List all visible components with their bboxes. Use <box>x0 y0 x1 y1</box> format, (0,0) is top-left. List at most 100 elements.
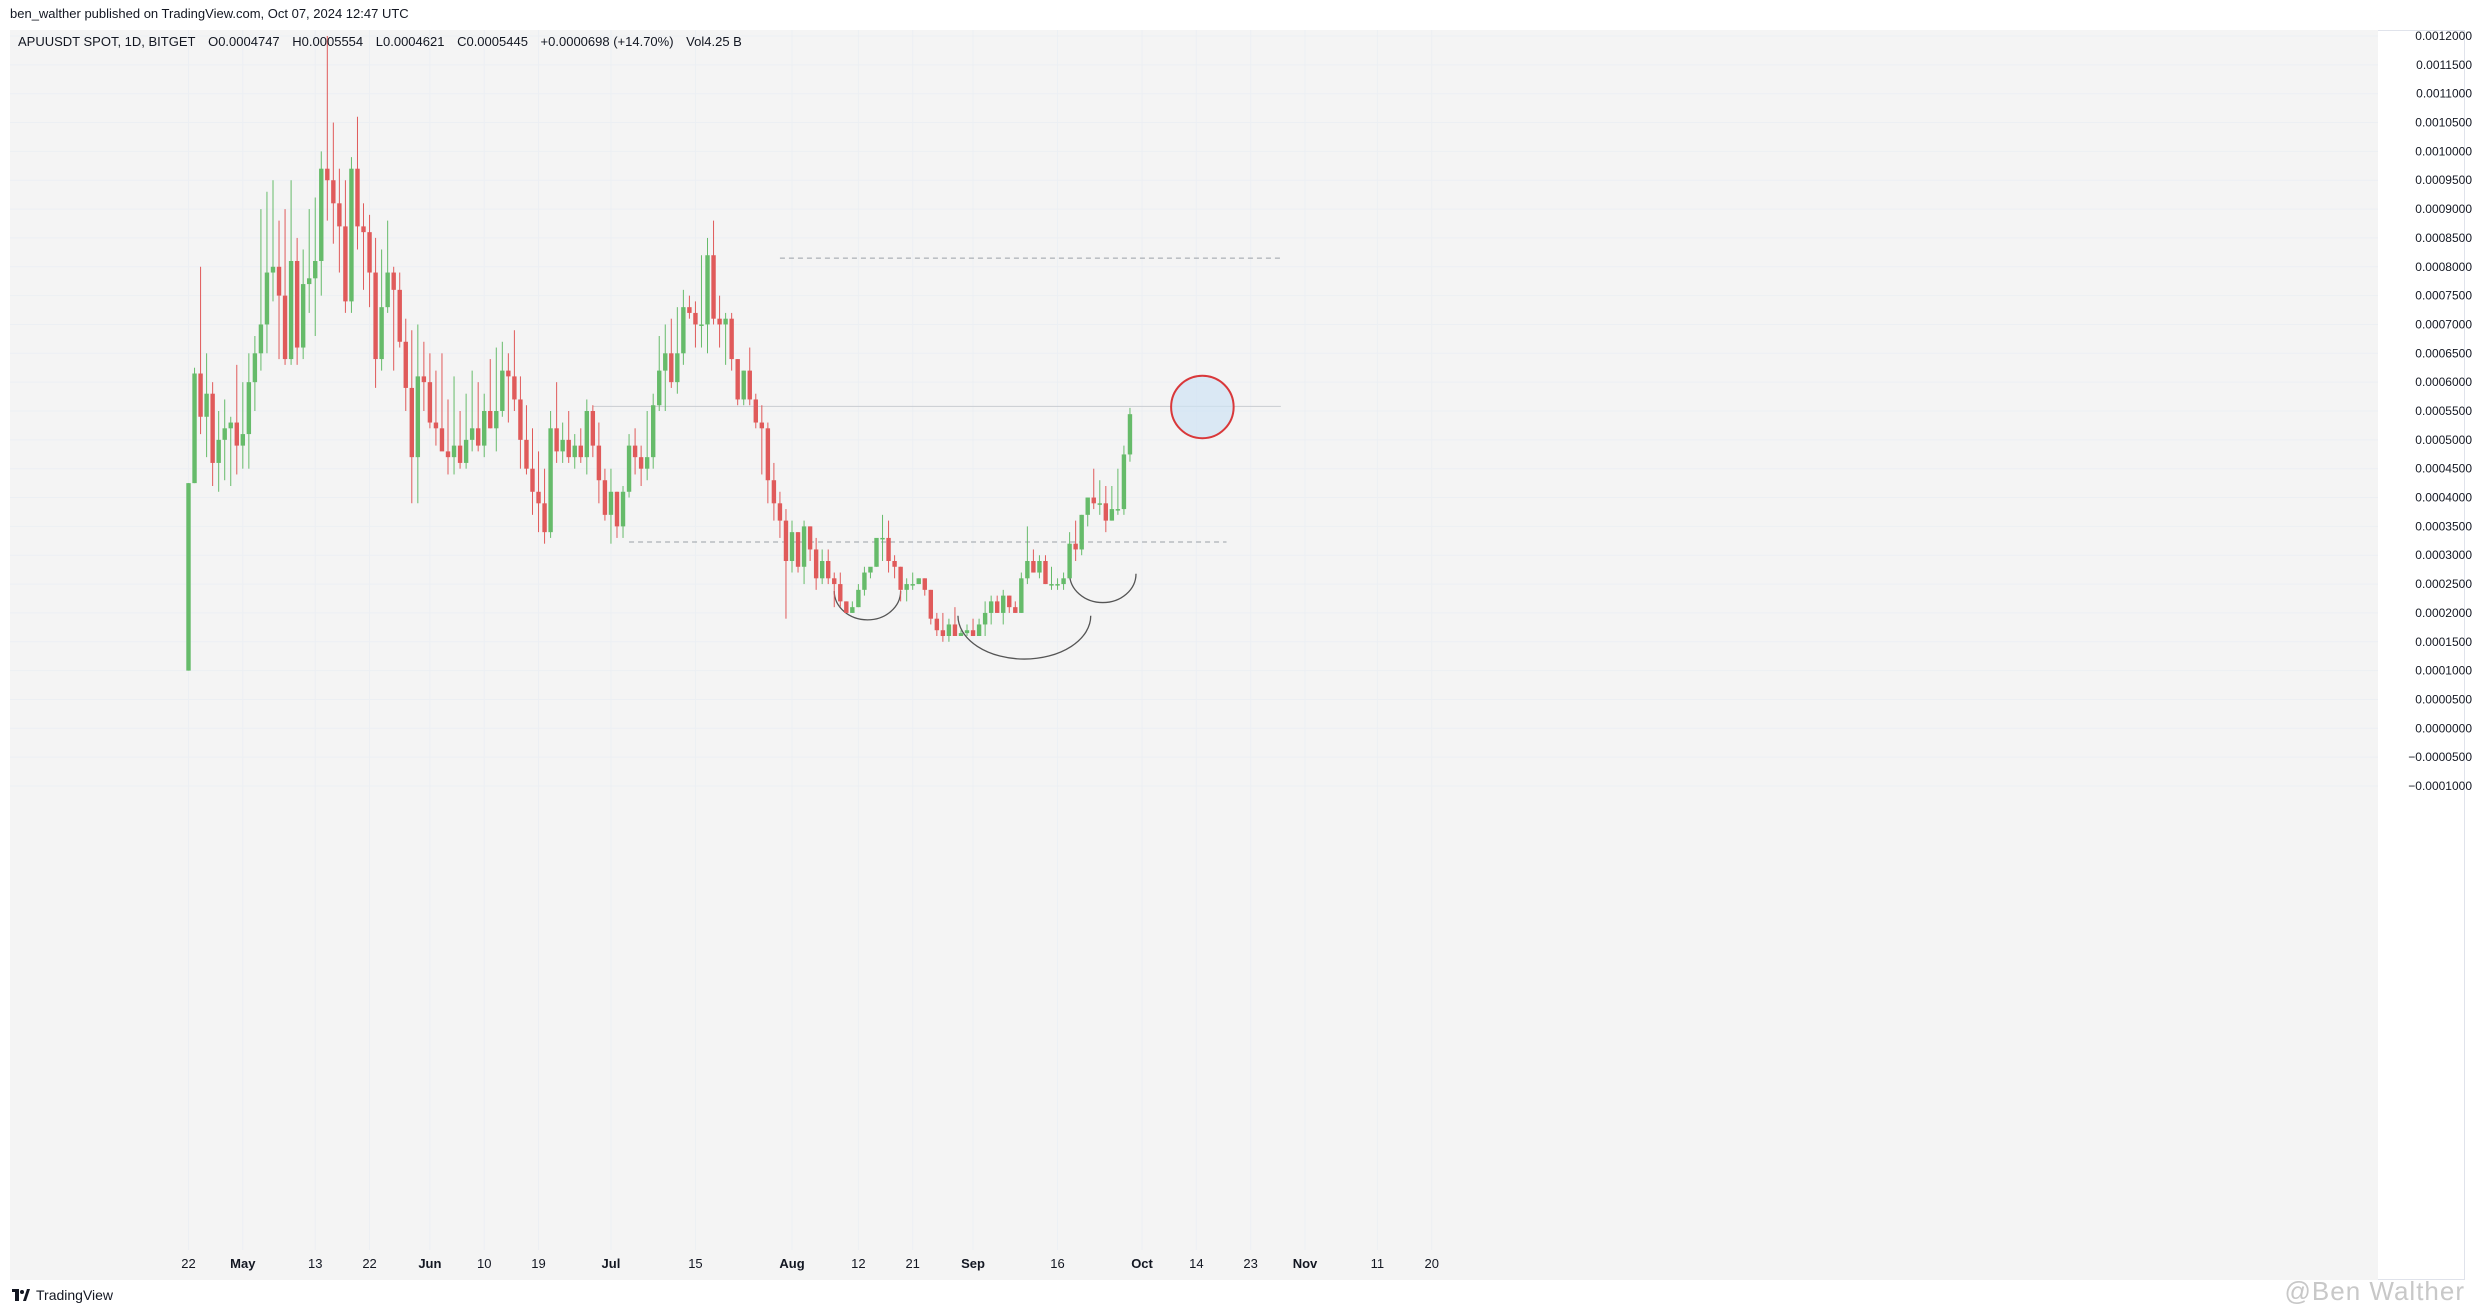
candle <box>638 445 644 486</box>
candle-body <box>705 255 710 325</box>
candle-body <box>530 468 535 492</box>
candle-body <box>1121 454 1127 510</box>
candle <box>288 180 294 365</box>
candle <box>759 405 765 475</box>
candle <box>373 237 378 388</box>
candle-body <box>958 633 964 636</box>
candle <box>319 151 324 296</box>
candle-body <box>288 261 294 360</box>
pattern-arc <box>1068 573 1137 603</box>
price-tick-label: 0.0010000 <box>2415 144 2472 158</box>
price-tick-label: 0.0012000 <box>2415 29 2472 43</box>
candle-body <box>270 266 276 273</box>
price-tick-label: 0.0000000 <box>2415 721 2472 735</box>
candle <box>463 393 469 469</box>
candle <box>904 578 909 602</box>
candle <box>1061 572 1066 590</box>
candle-body <box>777 503 783 521</box>
candle <box>614 491 620 538</box>
candle <box>403 318 408 411</box>
candle-body <box>608 491 614 515</box>
candle-body <box>258 324 264 354</box>
candle-body <box>886 537 891 561</box>
candle <box>1037 555 1042 579</box>
candle-body <box>524 439 529 469</box>
time-axis: 22 May 13 22 Jun 10 19 Jul 15 Aug 12 21 Sep 16 Oct 14 23… <box>181 1256 1439 1271</box>
candle-body <box>554 428 559 452</box>
candle-body <box>976 624 982 636</box>
candle <box>880 514 885 561</box>
candle-body <box>741 370 746 400</box>
candle <box>530 428 535 515</box>
candle <box>1073 520 1078 561</box>
tradingview-logo[interactable]: TradingView <box>12 1287 113 1303</box>
candle-body <box>844 601 849 613</box>
candle <box>693 301 698 348</box>
time-tick-label: Oct <box>1131 1256 1153 1271</box>
candle-body <box>542 503 547 533</box>
candle-body <box>1103 503 1109 521</box>
publisher-header: ben_walther published on TradingView.com… <box>10 6 409 21</box>
candle <box>856 584 861 608</box>
candle-body <box>819 561 825 579</box>
candle-body <box>747 370 752 400</box>
time-tick-label: 22 <box>181 1256 195 1271</box>
candle-body <box>192 373 197 484</box>
candle <box>789 520 795 573</box>
candle-body <box>457 445 463 463</box>
candle-body <box>451 445 457 458</box>
candle <box>729 312 734 371</box>
candle <box>475 382 481 452</box>
candle <box>494 347 499 452</box>
author-watermark: @Ben Walther <box>2285 1276 2466 1307</box>
price-tick-label: 0.0007000 <box>2415 317 2472 331</box>
candle-body <box>759 422 765 429</box>
candle-body <box>204 393 209 417</box>
candle <box>777 491 783 538</box>
candle-body <box>282 295 288 360</box>
candle <box>1001 589 1006 625</box>
price-axis: 0.0012000 0.0011500 0.0011000 0.0010500 0.00… <box>2408 29 2472 793</box>
candle <box>711 220 716 325</box>
symbol-name[interactable]: APUUSDT SPOT, 1D, BITGET <box>18 34 196 49</box>
candle <box>1013 601 1018 613</box>
candle <box>862 566 867 596</box>
candle <box>554 382 559 463</box>
candle-body <box>548 428 553 533</box>
candle <box>379 249 384 371</box>
candle <box>331 122 336 244</box>
candle <box>391 266 396 371</box>
candle-body <box>1061 578 1066 585</box>
candle <box>294 237 300 365</box>
candle <box>1007 595 1012 613</box>
candle <box>741 370 746 406</box>
candle <box>1019 572 1024 613</box>
volume-value: Vol4.25 B <box>686 34 742 49</box>
candle-body <box>379 307 384 360</box>
candle-body <box>385 272 390 308</box>
candle-body <box>512 376 517 400</box>
candle <box>681 289 686 365</box>
ohlc-open: O0.0004747 <box>208 34 280 49</box>
candle <box>952 607 958 636</box>
candle <box>524 405 529 475</box>
candle-body <box>988 601 994 613</box>
candle-body <box>753 399 758 423</box>
candle <box>246 353 252 469</box>
candle-body <box>246 382 252 435</box>
drawings <box>592 257 1281 660</box>
candle <box>584 399 590 475</box>
candle-body <box>439 428 445 452</box>
time-tick-label: May <box>230 1256 256 1271</box>
candle-body <box>892 561 897 567</box>
candle <box>783 509 789 619</box>
price-tick-label: 0.0011000 <box>2416 87 2472 101</box>
candle-body <box>717 318 722 325</box>
price-tick-label: 0.0001000 <box>2415 664 2472 678</box>
candle-body <box>367 232 372 273</box>
candle-body <box>1007 595 1012 608</box>
candle <box>687 295 692 319</box>
candle <box>427 353 433 429</box>
candle <box>675 307 680 394</box>
